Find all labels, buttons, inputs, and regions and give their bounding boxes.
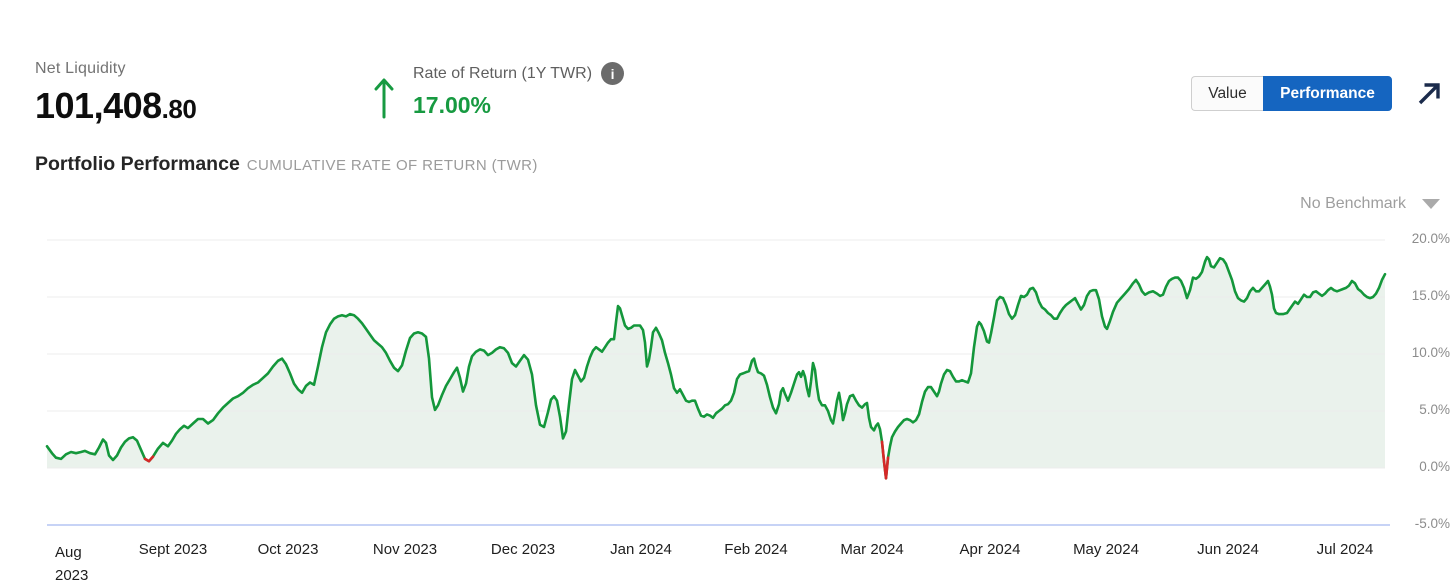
benchmark-label: No Benchmark [1300,195,1406,212]
rate-of-return-value: 17.00% [413,92,492,118]
net-liquidity-label: Net Liquidity [35,60,126,77]
y-tick-label: 20.0% [1411,231,1450,246]
caret-down-icon [1422,199,1440,209]
x-tick-label: May 2024 [1073,541,1139,558]
y-tick-label: 15.0% [1411,288,1450,303]
external-link-icon[interactable] [1414,79,1444,109]
x-tick-label: Aug 2023 [55,544,89,585]
x-tick-label: Feb 2024 [724,541,788,558]
x-tick-label: Apr 2024 [959,541,1021,558]
x-tick-label: Nov 2023 [372,541,438,558]
view-toggle: Value Performance [1191,76,1392,111]
y-tick-label: 5.0% [1419,402,1450,417]
x-tick-label: Dec 2023 [490,541,556,558]
y-tick-label: 0.0% [1419,459,1450,474]
x-tick-label: Mar 2024 [840,541,904,558]
info-icon[interactable]: i [601,62,625,85]
arrow-up-icon [373,62,397,125]
section-header: Portfolio Performance CUMULATIVE RATE OF … [35,153,538,176]
x-tick-label: Sept 2023 [138,541,208,558]
net-liquidity-decimal: .80 [161,94,197,124]
net-liquidity-integer: 101,408 [35,85,162,126]
net-liquidity-value: 101,408.80 [35,85,197,127]
benchmark-selector[interactable]: No Benchmark [1300,195,1444,213]
rate-of-return-label: Rate of Return (1Y TWR) [413,64,593,82]
x-tick-label: Jun 2024 [1197,541,1259,558]
x-tick-label: Oct 2023 [257,541,319,558]
x-tick-label: Jul 2024 [1316,541,1374,558]
rate-of-return-block: Rate of Return (1Y TWR) i 17.00% [373,62,625,125]
section-subtitle: CUMULATIVE RATE OF RETURN (TWR) [246,157,538,174]
section-title: Portfolio Performance [35,153,240,175]
y-tick-label: -5.0% [1414,516,1450,531]
y-tick-label: 10.0% [1411,345,1450,360]
value-button[interactable]: Value [1191,76,1263,111]
x-tick-label: Jan 2024 [610,541,672,558]
performance-button[interactable]: Performance [1263,76,1392,111]
net-liquidity-block: Net Liquidity 101,408.80 [35,60,197,127]
